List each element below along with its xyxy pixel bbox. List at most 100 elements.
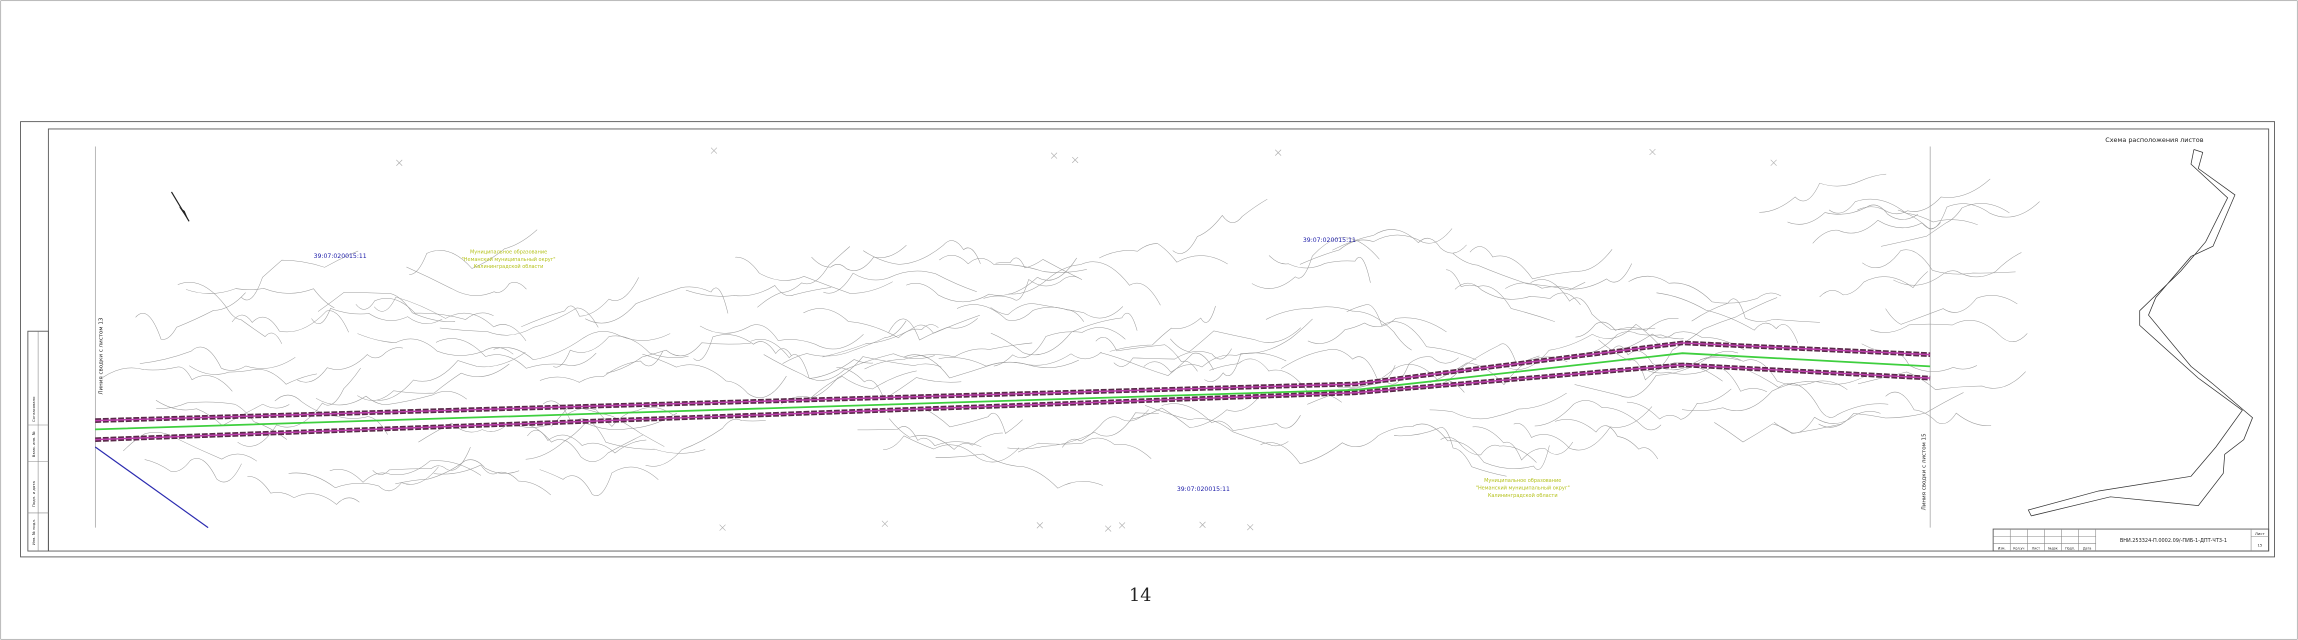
contour-line — [938, 351, 1102, 367]
contour-line — [317, 291, 456, 322]
contour-line — [939, 255, 1087, 273]
contour-line — [247, 476, 360, 505]
grid-cross — [1275, 149, 1282, 156]
contour-line — [439, 307, 599, 336]
contour-line — [1008, 261, 1161, 306]
contour-line — [1099, 352, 1214, 376]
contour-line — [539, 466, 659, 496]
contour-line — [237, 367, 361, 447]
contour-line — [1818, 392, 1964, 428]
contour-line — [1897, 201, 2040, 230]
grid-cross — [1649, 148, 1656, 156]
pipe-upper-axis — [95, 342, 1931, 422]
contour-line — [935, 453, 1103, 489]
contour-line — [995, 257, 1083, 280]
contour-line — [1691, 298, 1820, 323]
contour-line — [1268, 255, 1371, 283]
muni-line: Муниципальное образование — [470, 250, 547, 256]
contour-line — [102, 366, 233, 392]
contour-line — [822, 314, 980, 358]
contour-line — [606, 342, 751, 374]
grid-cross — [719, 524, 726, 531]
muni-line: "Неманский муниципальный округ" — [1476, 484, 1570, 491]
contour-line — [1454, 282, 1581, 305]
match-line-label: Линия сводки с листом 15 — [1922, 433, 1928, 510]
contour-line — [792, 356, 942, 400]
contour-line — [1131, 391, 1263, 428]
contour-line — [1144, 405, 1289, 447]
stamp-label: Согласовано — [31, 396, 36, 422]
contours — [102, 147, 2040, 532]
contour-line — [1513, 406, 1653, 451]
grid-cross — [1072, 156, 1079, 164]
contour-line — [1143, 352, 1287, 373]
contour-line — [1870, 319, 2028, 342]
contour-line — [888, 418, 1003, 450]
contour-line — [177, 281, 283, 344]
title-block: ВНИ.253324-П.0002.09/-ПИБ-1-ДПТ-ЧТ3-1 Ли… — [1992, 528, 2270, 552]
contour-line — [566, 407, 674, 427]
contour-line — [1555, 419, 1659, 460]
contour-line — [139, 346, 296, 371]
grid-cross — [1050, 152, 1058, 159]
margin-stamp: Инв. № подл. Подп. и дата Взам. инв. № С… — [27, 330, 49, 552]
contour-line — [1172, 198, 1268, 254]
contour-line — [782, 320, 907, 364]
contour-line — [155, 400, 290, 426]
contour-line — [888, 318, 978, 341]
contour-line — [521, 277, 639, 328]
contour-line — [693, 334, 792, 361]
contour-line — [1885, 391, 1992, 426]
contour-line — [435, 338, 597, 369]
contour-line — [231, 310, 349, 333]
contour-line — [1469, 246, 1613, 280]
contour-line — [685, 285, 832, 297]
contour-line — [645, 418, 766, 467]
contour-line — [1505, 263, 1632, 290]
contour-line — [329, 460, 482, 483]
contour-line — [1251, 237, 1380, 289]
contour-line — [1857, 178, 1991, 215]
grid-cross — [1770, 159, 1777, 166]
contour-line — [542, 400, 706, 454]
contour-line — [395, 459, 520, 485]
contour-line — [1307, 317, 1447, 344]
contour-line — [983, 276, 1079, 301]
contour-line — [274, 394, 388, 435]
sheet-number: 15 — [2257, 543, 2262, 548]
contour-line — [750, 338, 874, 379]
contour-line — [372, 447, 471, 475]
column-label: Изм. — [1998, 547, 2006, 551]
contour-line — [156, 401, 287, 440]
contour-line — [433, 464, 551, 496]
doc-code: ВНИ.253324-П.0002.09/-ПИБ-1-ДПТ-ЧТ3-1 — [2120, 538, 2227, 544]
contour-line — [906, 257, 1077, 303]
column-label: Дата — [2083, 547, 2091, 551]
contour-line — [1109, 305, 1216, 352]
contour-line — [135, 292, 246, 340]
column-label: Лист — [2032, 547, 2040, 551]
contour-line — [1628, 275, 1782, 304]
municipality-label: Муниципальное образование "Неманский мун… — [462, 250, 1570, 499]
contour-line — [1018, 437, 1152, 459]
muni-line: Муниципальное образование — [1484, 478, 1561, 484]
grid-cross — [1105, 525, 1112, 532]
contour-line — [1429, 392, 1567, 420]
stamp-label: Взам. инв. № — [31, 431, 36, 457]
contour-line — [1656, 292, 1799, 344]
contour-line — [493, 331, 671, 361]
contour-line — [863, 240, 981, 265]
contour-line — [1612, 345, 1741, 371]
contour-line — [1530, 279, 1656, 331]
contour-line — [1645, 366, 1767, 392]
page-number: 14 — [1129, 586, 1151, 606]
contour-line — [1007, 412, 1159, 450]
contour-line — [1472, 426, 1574, 461]
outer-frame — [20, 121, 2275, 558]
grid-cross — [710, 147, 718, 154]
contour-line — [240, 250, 359, 301]
grid-cross — [1247, 524, 1254, 531]
contour-line — [735, 256, 893, 294]
contour-line — [1714, 422, 1843, 443]
